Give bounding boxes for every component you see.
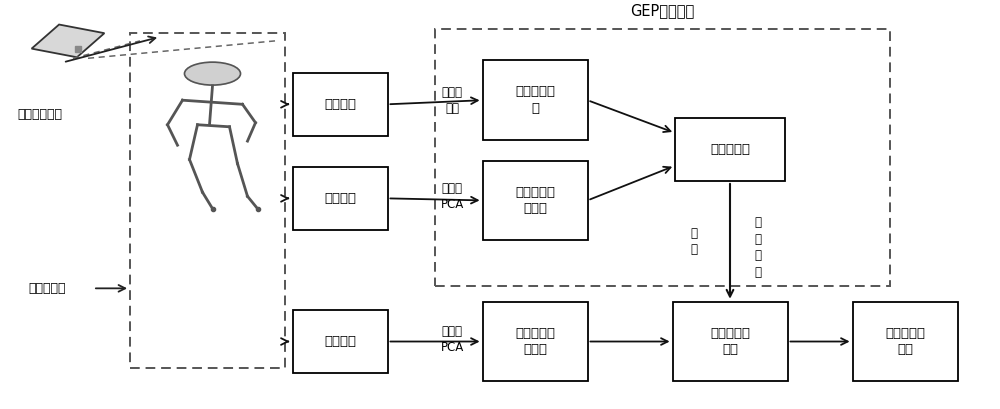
Text: 判
断: 判 断 [690, 227, 698, 256]
FancyBboxPatch shape [293, 72, 388, 136]
Text: 建模: 建模 [445, 102, 459, 115]
FancyBboxPatch shape [852, 302, 958, 381]
Text: PCA: PCA [440, 198, 464, 211]
Text: 肌肉活跃度
主分量: 肌肉活跃度 主分量 [515, 327, 555, 356]
FancyBboxPatch shape [483, 161, 588, 240]
Text: 预处理: 预处理 [442, 325, 462, 338]
Text: 肌电信号: 肌电信号 [324, 192, 356, 205]
Text: 关节角度预
测值: 关节角度预 测值 [885, 327, 925, 356]
Text: 关节运动角
度: 关节运动角 度 [515, 85, 555, 115]
FancyBboxPatch shape [483, 302, 588, 381]
Circle shape [185, 62, 241, 85]
Text: 肌电信号: 肌电信号 [324, 335, 356, 348]
FancyBboxPatch shape [675, 118, 785, 181]
Text: 预处理: 预处理 [442, 182, 462, 195]
Text: 肌电采集仪: 肌电采集仪 [28, 282, 66, 295]
Text: 运动捕捉系统: 运动捕捉系统 [18, 108, 62, 121]
Text: 运动坐标: 运动坐标 [324, 98, 356, 111]
FancyBboxPatch shape [293, 310, 388, 373]
Text: PCA: PCA [440, 341, 464, 354]
FancyBboxPatch shape [293, 167, 388, 230]
FancyBboxPatch shape [672, 302, 788, 381]
Text: 运动学: 运动学 [442, 85, 462, 99]
Text: GEP符号回归: GEP符号回归 [630, 3, 695, 18]
Text: 回
归
完
成: 回 归 完 成 [755, 216, 762, 279]
Text: 肌肉活跃度
主分量: 肌肉活跃度 主分量 [515, 186, 555, 215]
Polygon shape [32, 25, 104, 57]
Text: 最优非线性
模型: 最优非线性 模型 [710, 327, 750, 356]
FancyBboxPatch shape [483, 60, 588, 140]
Text: 非线性模型: 非线性模型 [710, 143, 750, 156]
